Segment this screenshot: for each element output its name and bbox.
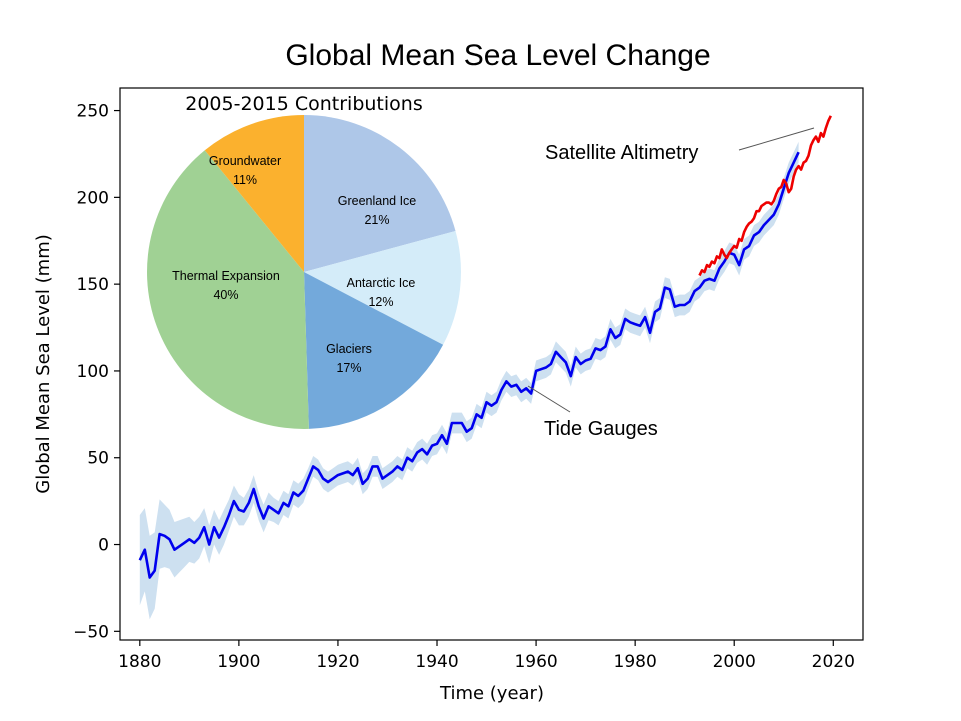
satellite-altimetry-annotation-arrow [738,127,815,151]
x-tick-label: 2000 [713,652,756,672]
pie-slice-label: Antarctic Ice [347,276,416,290]
satellite-altimetry-series-line [698,115,832,277]
x-tick-label: 2020 [812,652,855,672]
pie-slice-percent: 17% [336,361,361,375]
tide-gauges-series-line [138,151,800,579]
pie-slice-label: Glaciers [326,342,372,356]
x-axis: 1880 1900 1920 1940 1960 1980 2000 2020 [118,640,855,672]
pie-slice-greenland-ice [304,115,456,272]
tide-gauges-annotation: Tide Gauges [544,418,658,440]
pie-slice-percent: 21% [364,213,389,227]
y-tick-label: 200 [77,188,109,208]
pie-slice-percent: 40% [213,288,238,302]
pie-slice-thermal-expansion [147,150,309,429]
pie-slice-label: Groundwater [209,154,281,168]
pie-slice-groundwater [204,115,304,272]
y-tick-label: 250 [77,102,109,122]
y-axis-label: Global Mean Sea Level (mm) [33,234,54,494]
y-tick-label: 50 [87,449,109,469]
x-tick-label: 1880 [118,652,161,672]
pie-slice-percent: 11% [233,173,257,187]
x-tick-label: 1960 [514,652,557,672]
y-tick-label: 150 [77,275,109,295]
pie-title: 2005-2015 Contributions [185,93,422,115]
pie-slice-percent: 12% [368,295,393,309]
contributions-pie: Greenland Ice 21% Antarctic Ice 12% Glaciers… [147,115,461,429]
y-tick-label: 0 [98,536,109,556]
plot-frame [119,87,864,641]
chart-title: Global Mean Sea Level Change [285,39,710,72]
x-axis-label: Time (year) [439,683,544,704]
pie-slice-label: Greenland Ice [338,194,417,208]
satellite-altimetry-annotation: Satellite Altimetry [545,142,698,164]
pie-slice-label: Thermal Expansion [172,269,280,283]
pie-slice-glaciers [304,272,444,429]
y-tick-label: 100 [77,362,109,382]
x-tick-label: 1900 [217,652,260,672]
x-tick-label: 1920 [316,652,359,672]
y-axis: −50 0 50 100 150 200 250 [73,102,120,642]
plot-area [138,115,832,620]
tide-gauges-annotation-arrow [527,385,571,413]
y-tick-label: −50 [73,622,109,642]
pie-slice-antarctic-ice [304,231,461,345]
x-tick-label: 1980 [614,652,657,672]
x-tick-label: 1940 [415,652,458,672]
